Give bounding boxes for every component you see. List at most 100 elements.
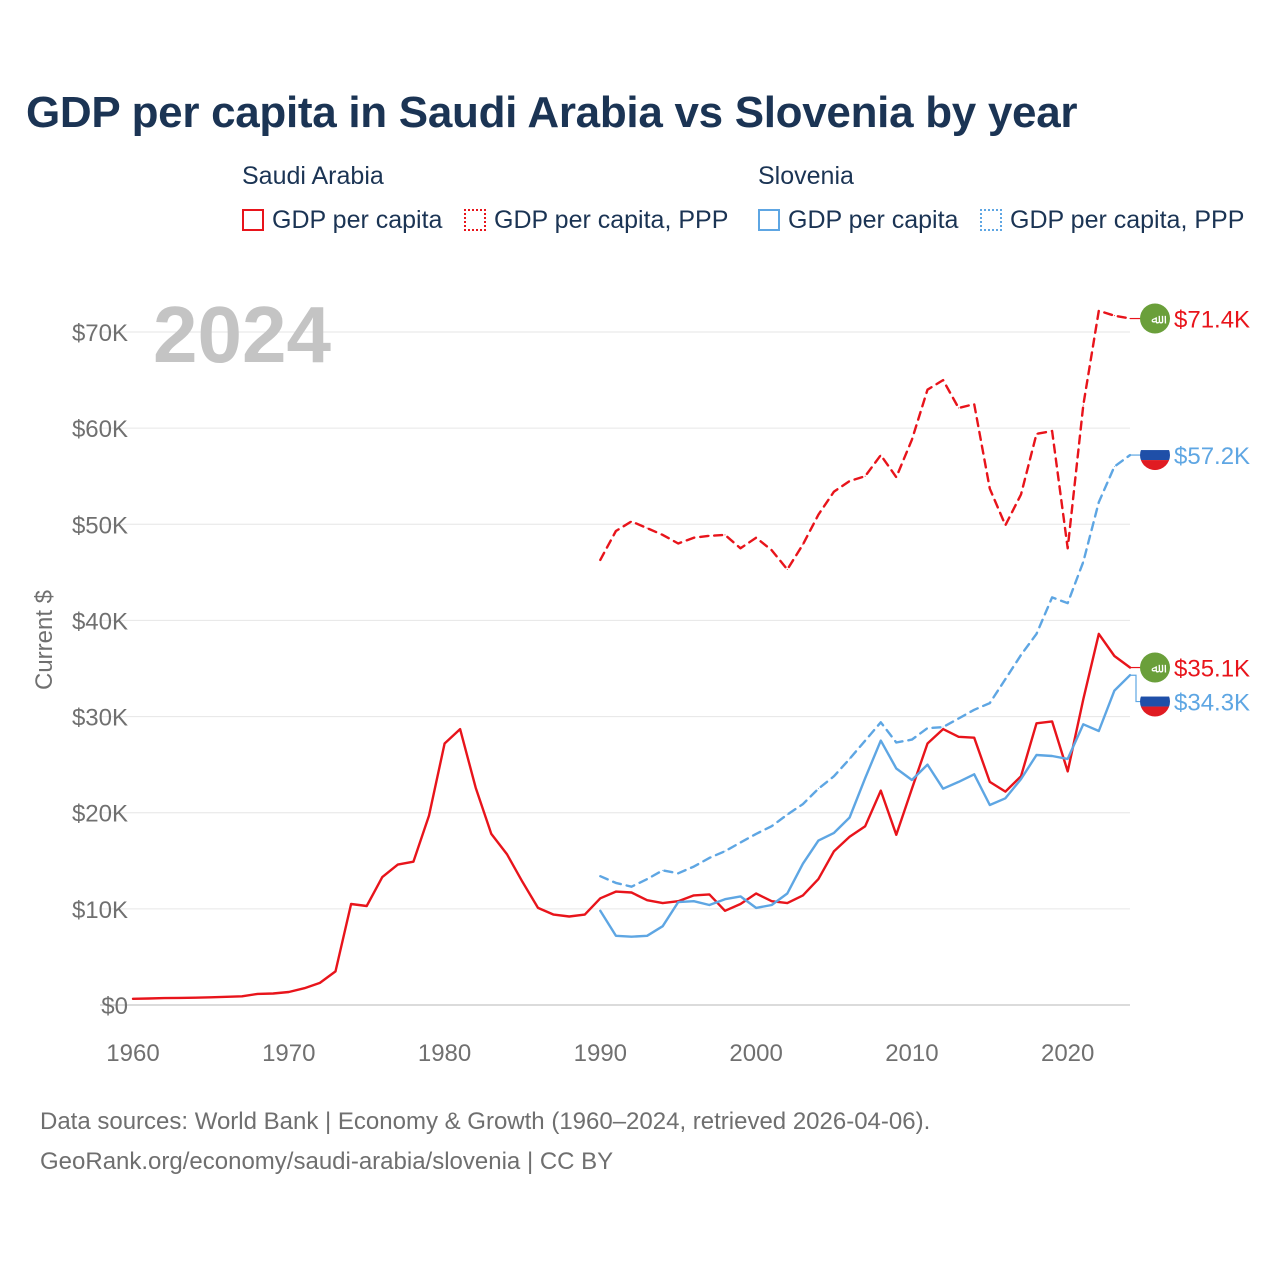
y-tick-label: $10K	[72, 897, 128, 924]
data-point	[989, 781, 991, 783]
data-point	[958, 407, 960, 409]
data-point	[1098, 730, 1100, 732]
data-point	[708, 857, 710, 859]
data-point	[553, 914, 555, 916]
data-point	[833, 850, 835, 852]
data-point	[864, 475, 866, 477]
data-point	[942, 379, 944, 381]
data-point	[1051, 720, 1053, 722]
data-point	[1098, 310, 1100, 312]
data-point	[973, 709, 975, 711]
data-point	[973, 737, 975, 739]
legend-label: GDP per capita	[272, 205, 443, 234]
data-point	[911, 439, 913, 441]
y-tick-label: $60K	[72, 416, 128, 443]
data-point	[1020, 775, 1022, 777]
data-point	[599, 897, 601, 899]
series-line	[131, 632, 1132, 1000]
data-point	[475, 787, 477, 789]
data-point	[724, 850, 726, 852]
data-point	[958, 781, 960, 783]
data-point	[942, 788, 944, 790]
x-tick-label: 2020	[1041, 1040, 1094, 1067]
data-point	[303, 987, 305, 989]
data-point	[958, 736, 960, 738]
data-point	[755, 907, 757, 909]
data-point	[599, 559, 601, 561]
legend-swatch-solid	[758, 209, 780, 231]
data-point	[817, 840, 819, 842]
data-point	[412, 861, 414, 863]
data-point	[1082, 698, 1084, 700]
data-point	[677, 872, 679, 874]
data-point	[771, 825, 773, 827]
data-point	[163, 997, 165, 999]
data-point	[926, 742, 928, 744]
y-tick-label: $0	[101, 993, 128, 1020]
data-point	[1113, 690, 1115, 692]
data-point	[272, 992, 274, 994]
data-point	[1004, 524, 1006, 526]
flag-stripe	[1140, 450, 1170, 461]
data-point	[662, 925, 664, 927]
footer-sources: Data sources: World Bank | Economy & Gro…	[40, 1108, 931, 1135]
data-point	[1020, 778, 1022, 780]
data-point	[942, 728, 944, 730]
data-point	[584, 914, 586, 916]
data-point	[833, 775, 835, 777]
end-value-label: $57.2K	[1174, 443, 1250, 470]
x-tick-label: 1980	[418, 1040, 471, 1067]
legend-label: GDP per capita, PPP	[494, 205, 729, 234]
data-point	[926, 389, 928, 391]
data-point	[490, 833, 492, 835]
flag-stripe	[1140, 706, 1170, 717]
data-point	[1036, 722, 1038, 724]
data-point	[225, 996, 227, 998]
data-point	[1113, 655, 1115, 657]
legend-item-slovenia-gdp-ppp[interactable]: GDP per capita, PPP	[980, 204, 1244, 236]
data-point	[568, 916, 570, 918]
year-watermark: 2024	[153, 290, 331, 379]
footer-credit[interactable]: GeoRank.org/economy/saudi-arabia/sloveni…	[40, 1148, 614, 1175]
data-point	[708, 893, 710, 895]
data-point	[693, 866, 695, 868]
legend-item-saudi-gdp-ppp[interactable]: GDP per capita, PPP	[464, 204, 728, 236]
data-point	[724, 898, 726, 900]
legend-label: GDP per capita	[788, 205, 959, 234]
data-point	[1082, 404, 1084, 406]
data-point	[911, 788, 913, 790]
data-point	[148, 997, 150, 999]
data-point	[802, 543, 804, 545]
saudi-arabia-flag-icon: ﷲ	[1140, 303, 1170, 334]
legend-item-saudi-gdp[interactable]: GDP per capita	[242, 204, 442, 236]
data-point	[1082, 723, 1084, 725]
data-point	[662, 869, 664, 871]
legend-item-slovenia-gdp[interactable]: GDP per capita	[758, 204, 958, 236]
y-tick-label: $20K	[72, 801, 128, 828]
data-point	[646, 527, 648, 529]
data-point	[740, 547, 742, 549]
data-point	[708, 535, 710, 537]
x-tick-label: 1960	[106, 1040, 159, 1067]
data-point	[646, 899, 648, 901]
data-point	[599, 910, 601, 912]
data-point	[179, 997, 181, 999]
data-point	[708, 904, 710, 906]
flag-field	[1140, 652, 1170, 683]
legend-swatch-dotted	[980, 209, 1002, 231]
data-point	[257, 993, 259, 995]
data-point	[802, 894, 804, 896]
data-point	[771, 904, 773, 906]
data-point	[740, 903, 742, 905]
data-point	[599, 875, 601, 877]
end-value-label: $35.1K	[1174, 656, 1250, 683]
data-point	[911, 739, 913, 741]
y-axis-label: Current $	[31, 590, 58, 690]
data-point	[1051, 430, 1053, 432]
data-point	[693, 537, 695, 539]
data-point	[1067, 602, 1069, 604]
data-point	[849, 817, 851, 819]
data-point	[1098, 633, 1100, 635]
